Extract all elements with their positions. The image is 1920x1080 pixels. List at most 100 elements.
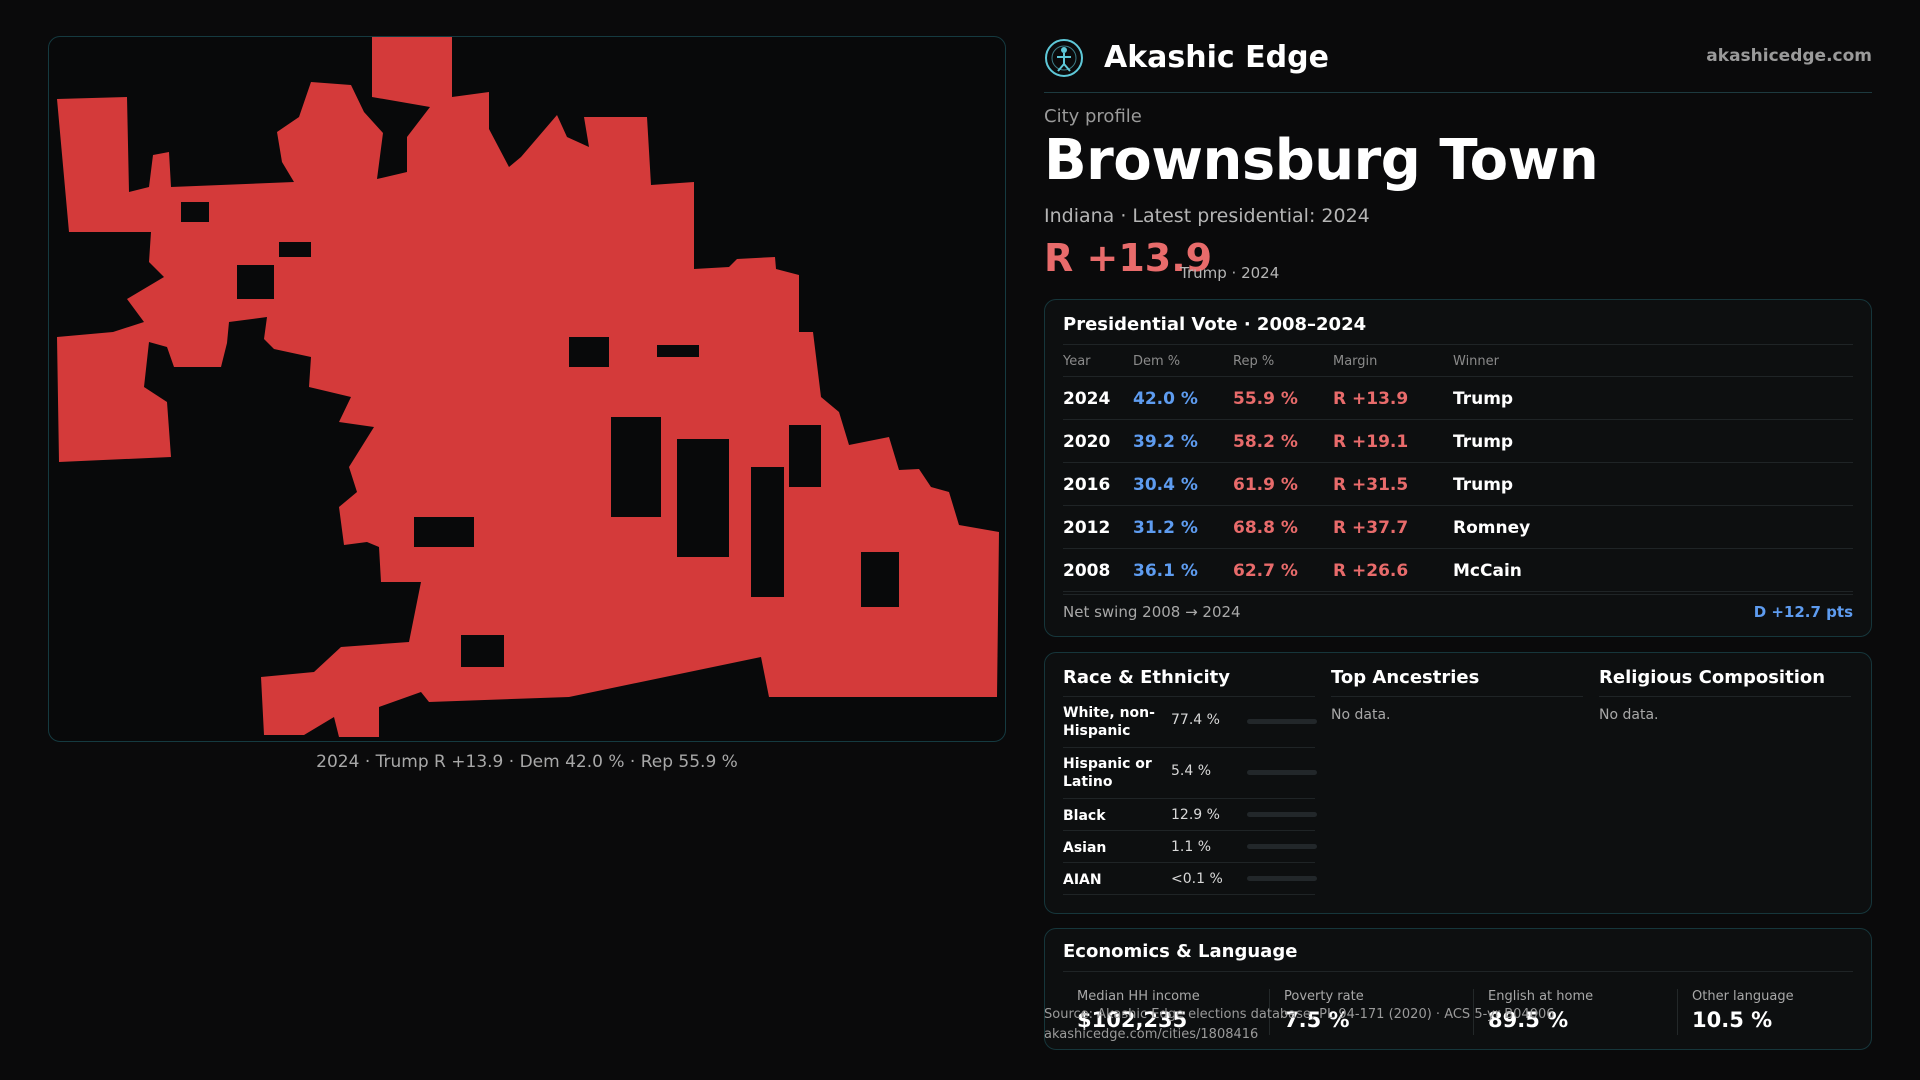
cell-year: 2016 [1063, 475, 1111, 495]
brand-name: Akashic Edge [1104, 40, 1329, 75]
table-row: 2008 36.1 % 62.7 % R +26.6 McCain [1063, 549, 1853, 592]
economics-language-title: Economics & Language [1063, 941, 1298, 962]
race-label: Black [1063, 808, 1106, 824]
cell-winner: Trump [1453, 389, 1514, 409]
econ-stat-median-income: Median HH income $102,235 [1063, 989, 1267, 1035]
race-label: White, non-Hispanic [1063, 705, 1155, 739]
econ-stat-label: Median HH income [1077, 989, 1200, 1004]
cell-year: 2008 [1063, 561, 1111, 581]
race-value: 5.4 % [1171, 763, 1212, 779]
race-row-aian: AIAN <0.1 % [1063, 863, 1317, 895]
city-boundary-map [48, 36, 1006, 742]
page-title: Brownsburg Town [1044, 128, 1599, 193]
race-ethnicity-section: Race & Ethnicity White, non-Hispanic 77.… [1063, 667, 1317, 895]
race-row-hispanic: Hispanic or Latino 5.4 % [1063, 748, 1317, 799]
table-header-row: Year Dem % Rep % Margin Winner [1063, 350, 1853, 377]
econ-stat-english-at-home: English at home 89.5 % [1473, 989, 1678, 1035]
econ-stat-label: Other language [1692, 989, 1794, 1004]
econ-stat-value: 89.5 % [1488, 1008, 1569, 1032]
net-swing-value: D +12.7 pts [1753, 603, 1853, 621]
religious-composition-empty: No data. [1599, 707, 1659, 723]
source-link[interactable]: akashicedge.com/cities/1808416 [1044, 1027, 1259, 1042]
cell-winner: Romney [1453, 518, 1531, 538]
top-ancestries-empty: No data. [1331, 707, 1391, 723]
cell-year: 2024 [1063, 389, 1111, 409]
race-row-black: Black 12.9 % [1063, 799, 1317, 831]
race-label: AIAN [1063, 872, 1102, 888]
cell-dem: 42.0 % [1133, 389, 1198, 409]
race-value: 12.9 % [1171, 807, 1220, 823]
cell-margin: R +26.6 [1333, 561, 1409, 581]
race-share-bar [1247, 844, 1317, 849]
race-share-bar [1247, 812, 1317, 817]
net-swing-label: Net swing 2008 → 2024 [1063, 603, 1241, 621]
cell-margin: R +37.7 [1333, 518, 1409, 538]
cell-margin: R +13.9 [1333, 389, 1409, 409]
race-share-bar [1247, 719, 1317, 724]
cell-year: 2012 [1063, 518, 1111, 538]
column-header-rep: Rep % [1233, 354, 1275, 369]
race-row-asian: Asian 1.1 % [1063, 831, 1317, 863]
cell-winner: McCain [1453, 561, 1522, 581]
city-boundary-shape [57, 37, 999, 737]
race-list: White, non-Hispanic 77.4 % Hispanic or L… [1063, 697, 1317, 895]
divider [1063, 971, 1853, 972]
religious-composition-title: Religious Composition [1599, 667, 1851, 697]
cell-margin: R +31.5 [1333, 475, 1409, 495]
econ-stat-value: 10.5 % [1692, 1008, 1773, 1032]
headline-note: Trump · 2024 [1180, 264, 1280, 282]
economics-language-card: Economics & Language Median HH income $1… [1044, 928, 1872, 1050]
cell-rep: 68.8 % [1233, 518, 1298, 538]
religious-composition-section: Religious Composition No data. [1599, 667, 1851, 723]
cell-rep: 62.7 % [1233, 561, 1298, 581]
cell-rep: 61.9 % [1233, 475, 1298, 495]
cell-dem: 31.2 % [1133, 518, 1198, 538]
column-header-margin: Margin [1333, 354, 1378, 369]
cell-rep: 55.9 % [1233, 389, 1298, 409]
econ-stat-value: $102,235 [1077, 1008, 1188, 1032]
cell-dem: 36.1 % [1133, 561, 1198, 581]
econ-stat-other-language: Other language 10.5 % [1677, 989, 1882, 1035]
top-ancestries-section: Top Ancestries No data. [1331, 667, 1583, 723]
compass-person-icon [1045, 39, 1083, 77]
race-share-bar [1247, 876, 1317, 881]
page-kicker: City profile [1044, 106, 1142, 127]
presidential-vote-table: Year Dem % Rep % Margin Winner 2024 42.0… [1063, 350, 1853, 592]
presidential-vote-card: Presidential Vote · 2008–2024 Year Dem %… [1044, 299, 1872, 637]
table-row: 2020 39.2 % 58.2 % R +19.1 Trump [1063, 420, 1853, 463]
column-header-winner: Winner [1453, 354, 1500, 369]
race-share-bar [1247, 770, 1317, 775]
cell-year: 2020 [1063, 432, 1111, 452]
race-value: 1.1 % [1171, 839, 1212, 855]
cell-dem: 30.4 % [1133, 475, 1198, 495]
top-ancestries-title: Top Ancestries [1331, 667, 1583, 697]
page-subtitle: Indiana · Latest presidential: 2024 [1044, 205, 1370, 227]
table-row: 2024 42.0 % 55.9 % R +13.9 Trump [1063, 377, 1853, 420]
divider [1063, 344, 1853, 345]
map-caption: 2024 · Trump R +13.9 · Dem 42.0 % · Rep … [316, 752, 738, 772]
cell-margin: R +19.1 [1333, 432, 1409, 452]
race-value: 77.4 % [1171, 712, 1220, 728]
econ-stat-poverty-rate: Poverty rate 7.5 % [1269, 989, 1474, 1035]
econ-stat-label: Poverty rate [1284, 989, 1364, 1004]
race-label: Hispanic or Latino [1063, 756, 1152, 790]
headline-margin: R +13.9 [1044, 236, 1213, 280]
econ-stat-value: 7.5 % [1284, 1008, 1350, 1032]
cell-rep: 58.2 % [1233, 432, 1298, 452]
race-ethnicity-title: Race & Ethnicity [1063, 667, 1315, 697]
race-value: <0.1 % [1171, 871, 1223, 887]
brand-header: Akashic Edge akashicedge.com [1044, 34, 1872, 93]
econ-stat-label: English at home [1488, 989, 1594, 1004]
source-footnote: Source: Akashic Edge elections database,… [1044, 1005, 1555, 1045]
brand-url-link[interactable]: akashicedge.com [1706, 46, 1872, 66]
cell-dem: 39.2 % [1133, 432, 1198, 452]
race-row-white: White, non-Hispanic 77.4 % [1063, 697, 1317, 748]
table-row: 2012 31.2 % 68.8 % R +37.7 Romney [1063, 506, 1853, 549]
table-row: 2016 30.4 % 61.9 % R +31.5 Trump [1063, 463, 1853, 506]
demographics-card: Race & Ethnicity White, non-Hispanic 77.… [1044, 652, 1872, 914]
cell-winner: Trump [1453, 475, 1514, 495]
presidential-vote-title: Presidential Vote · 2008–2024 [1063, 314, 1367, 335]
column-header-year: Year [1063, 354, 1091, 369]
race-label: Asian [1063, 840, 1107, 856]
net-swing-row: Net swing 2008 → 2024 D +12.7 pts [1063, 594, 1853, 621]
